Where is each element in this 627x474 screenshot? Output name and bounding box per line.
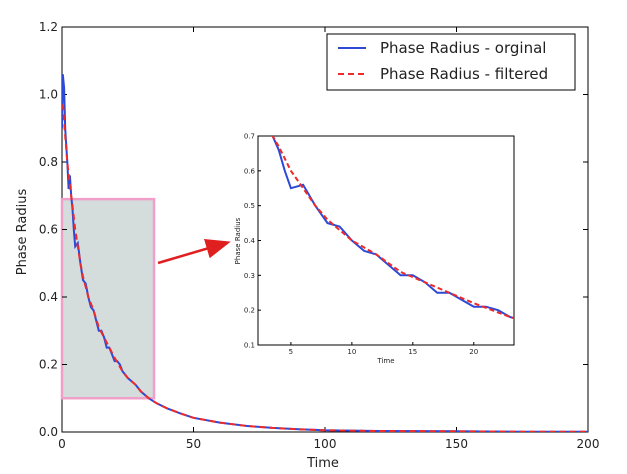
x-axis-label: Time bbox=[306, 456, 339, 471]
y-tick-label: 0.0 bbox=[39, 425, 58, 439]
legend-label-original: Phase Radius - orginal bbox=[380, 39, 546, 57]
inset-y-tick-label: 0.5 bbox=[244, 202, 255, 210]
highlight-region bbox=[60, 197, 156, 400]
inset-y-tick-label: 0.3 bbox=[244, 272, 255, 280]
y-tick-label: 0.4 bbox=[39, 290, 58, 304]
y-tick-label: 1.0 bbox=[39, 88, 58, 102]
inset-y-axis-label: Phase Radius bbox=[234, 217, 242, 264]
y-tick-label: 0.2 bbox=[39, 358, 58, 372]
y-tick-label: 0.6 bbox=[39, 223, 58, 237]
legend-box bbox=[326, 33, 576, 91]
main-axis-ticks: 0 50 100 150 200 0.0 0.2 0.4 0.6 0.8 1.0 1.2 bbox=[39, 20, 600, 451]
inset-y-tick-label: 0.6 bbox=[244, 167, 256, 175]
legend-label-filtered: Phase Radius - filtered bbox=[380, 65, 548, 83]
inset-plot-frame bbox=[257, 135, 515, 346]
inset-x-tick-label: 5 bbox=[289, 348, 293, 356]
inset-x-axis-label: Time bbox=[376, 357, 394, 365]
x-tick-label: 150 bbox=[445, 437, 468, 451]
y-tick-label: 1.2 bbox=[39, 20, 58, 34]
x-tick-label: 200 bbox=[577, 437, 600, 451]
x-tick-label: 0 bbox=[58, 437, 66, 451]
zoom-arrow bbox=[157, 239, 231, 265]
inset-x-tick-label: 20 bbox=[469, 348, 478, 356]
y-tick-label: 0.8 bbox=[39, 155, 58, 169]
inset-y-tick-label: 0.4 bbox=[244, 237, 256, 245]
inset-y-tick-label: 0.1 bbox=[244, 342, 255, 350]
inset-axis-ticks: 5 10 15 20 0.1 0.2 0.3 0.4 0.5 0.6 0.7 bbox=[244, 133, 478, 357]
legend: Phase Radius - orginal Phase Radius - fi… bbox=[326, 33, 576, 91]
inset-x-tick-label: 15 bbox=[408, 348, 417, 356]
x-tick-label: 100 bbox=[314, 437, 337, 451]
series-line-filtered bbox=[62, 104, 588, 432]
inset-y-tick-label: 0.2 bbox=[244, 307, 255, 315]
y-axis-label: Phase Radius bbox=[15, 189, 30, 276]
inset-y-tick-label: 0.7 bbox=[244, 133, 255, 141]
x-tick-label: 50 bbox=[186, 437, 201, 451]
inset-x-tick-label: 10 bbox=[347, 348, 356, 356]
